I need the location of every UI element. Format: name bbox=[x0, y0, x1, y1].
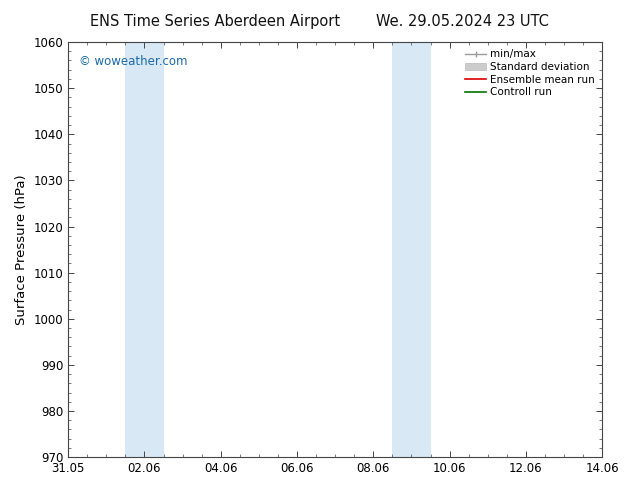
Bar bbox=[392, 42, 411, 457]
Text: ENS Time Series Aberdeen Airport: ENS Time Series Aberdeen Airport bbox=[91, 14, 340, 29]
Text: We. 29.05.2024 23 UTC: We. 29.05.2024 23 UTC bbox=[377, 14, 549, 29]
Bar bbox=[126, 42, 145, 457]
Y-axis label: Surface Pressure (hPa): Surface Pressure (hPa) bbox=[15, 174, 28, 325]
Text: © woweather.com: © woweather.com bbox=[79, 54, 188, 68]
Bar bbox=[411, 42, 430, 457]
Bar bbox=[145, 42, 164, 457]
Legend: min/max, Standard deviation, Ensemble mean run, Controll run: min/max, Standard deviation, Ensemble me… bbox=[463, 47, 597, 99]
